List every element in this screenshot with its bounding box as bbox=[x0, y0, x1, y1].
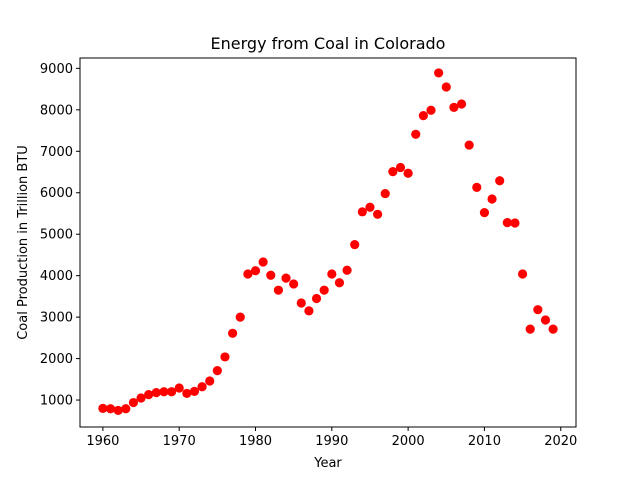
data-point bbox=[456, 99, 467, 109]
data-point bbox=[189, 386, 200, 396]
data-point bbox=[548, 324, 558, 334]
data-point bbox=[113, 405, 123, 416]
data-point bbox=[98, 403, 108, 413]
data-point bbox=[159, 387, 169, 397]
data-point bbox=[472, 182, 482, 192]
y-tick-label: 7000 bbox=[40, 145, 73, 160]
data-points bbox=[98, 68, 558, 416]
data-point bbox=[243, 269, 253, 279]
y-tick-label: 3000 bbox=[40, 311, 73, 326]
data-point bbox=[388, 167, 398, 177]
y-tick-label: 2000 bbox=[40, 352, 73, 367]
data-point bbox=[395, 162, 406, 173]
data-point bbox=[105, 404, 116, 414]
data-point bbox=[197, 382, 207, 392]
y-tick-label: 6000 bbox=[40, 186, 73, 201]
y-tick-label: 1000 bbox=[40, 394, 73, 409]
data-point bbox=[304, 306, 314, 316]
data-point bbox=[235, 312, 245, 322]
data-point bbox=[327, 269, 337, 279]
data-point bbox=[136, 393, 146, 403]
data-point bbox=[289, 279, 299, 289]
data-point bbox=[357, 207, 367, 217]
data-point bbox=[418, 111, 428, 121]
data-point bbox=[510, 218, 520, 228]
data-point bbox=[266, 270, 276, 280]
x-axis-title: Year bbox=[313, 456, 342, 471]
data-point bbox=[250, 266, 261, 276]
data-point bbox=[182, 388, 192, 399]
data-point bbox=[342, 265, 352, 275]
data-point bbox=[495, 176, 505, 186]
data-point bbox=[334, 278, 345, 288]
data-point bbox=[411, 129, 421, 139]
y-tick-label: 8000 bbox=[40, 103, 73, 118]
data-point bbox=[426, 105, 436, 115]
data-point bbox=[487, 194, 497, 204]
data-point bbox=[365, 202, 375, 212]
data-point bbox=[449, 102, 459, 112]
x-tick-label: 2010 bbox=[468, 434, 501, 449]
data-point bbox=[281, 273, 291, 283]
data-point bbox=[174, 383, 184, 393]
x-tick-label: 1970 bbox=[163, 434, 196, 449]
x-tick-label: 1990 bbox=[315, 434, 348, 449]
data-point bbox=[403, 168, 413, 178]
y-tick-label: 9000 bbox=[40, 62, 73, 77]
y-axis-title: Coal Production in Trillion BTU bbox=[16, 145, 31, 340]
data-point bbox=[517, 269, 528, 279]
data-point bbox=[350, 239, 360, 250]
axes: 1960 1970 1980 1990 2000 2010 2020 1000 2000 3000… bbox=[40, 62, 577, 449]
data-point bbox=[311, 293, 322, 304]
data-point bbox=[212, 366, 222, 376]
data-point bbox=[380, 188, 390, 199]
data-point bbox=[121, 404, 131, 414]
plot-area-frame bbox=[79, 57, 577, 428]
data-point bbox=[464, 140, 474, 150]
data-point bbox=[220, 352, 230, 362]
x-tick-label: 1980 bbox=[239, 434, 272, 449]
data-point bbox=[441, 82, 451, 92]
data-point bbox=[144, 390, 154, 400]
y-tick-label: 5000 bbox=[40, 228, 73, 243]
data-point bbox=[373, 209, 383, 219]
data-point bbox=[228, 328, 238, 338]
x-tick-label: 2000 bbox=[392, 434, 425, 449]
data-point bbox=[434, 68, 444, 78]
x-tick-label: 1960 bbox=[86, 434, 119, 449]
data-point bbox=[479, 208, 490, 218]
data-point bbox=[128, 397, 139, 408]
data-point bbox=[273, 285, 283, 295]
data-point bbox=[151, 387, 161, 398]
data-point bbox=[525, 324, 535, 334]
data-point bbox=[319, 285, 329, 295]
chart-title: Energy from Coal in Colorado bbox=[211, 34, 446, 53]
data-point bbox=[258, 257, 268, 267]
data-point bbox=[296, 298, 306, 308]
data-point bbox=[502, 217, 512, 228]
data-point bbox=[533, 305, 543, 315]
x-tick-label: 2020 bbox=[544, 434, 577, 449]
data-point bbox=[166, 387, 177, 397]
data-point bbox=[205, 376, 215, 386]
y-tick-label: 4000 bbox=[40, 269, 73, 284]
data-point bbox=[540, 315, 551, 325]
